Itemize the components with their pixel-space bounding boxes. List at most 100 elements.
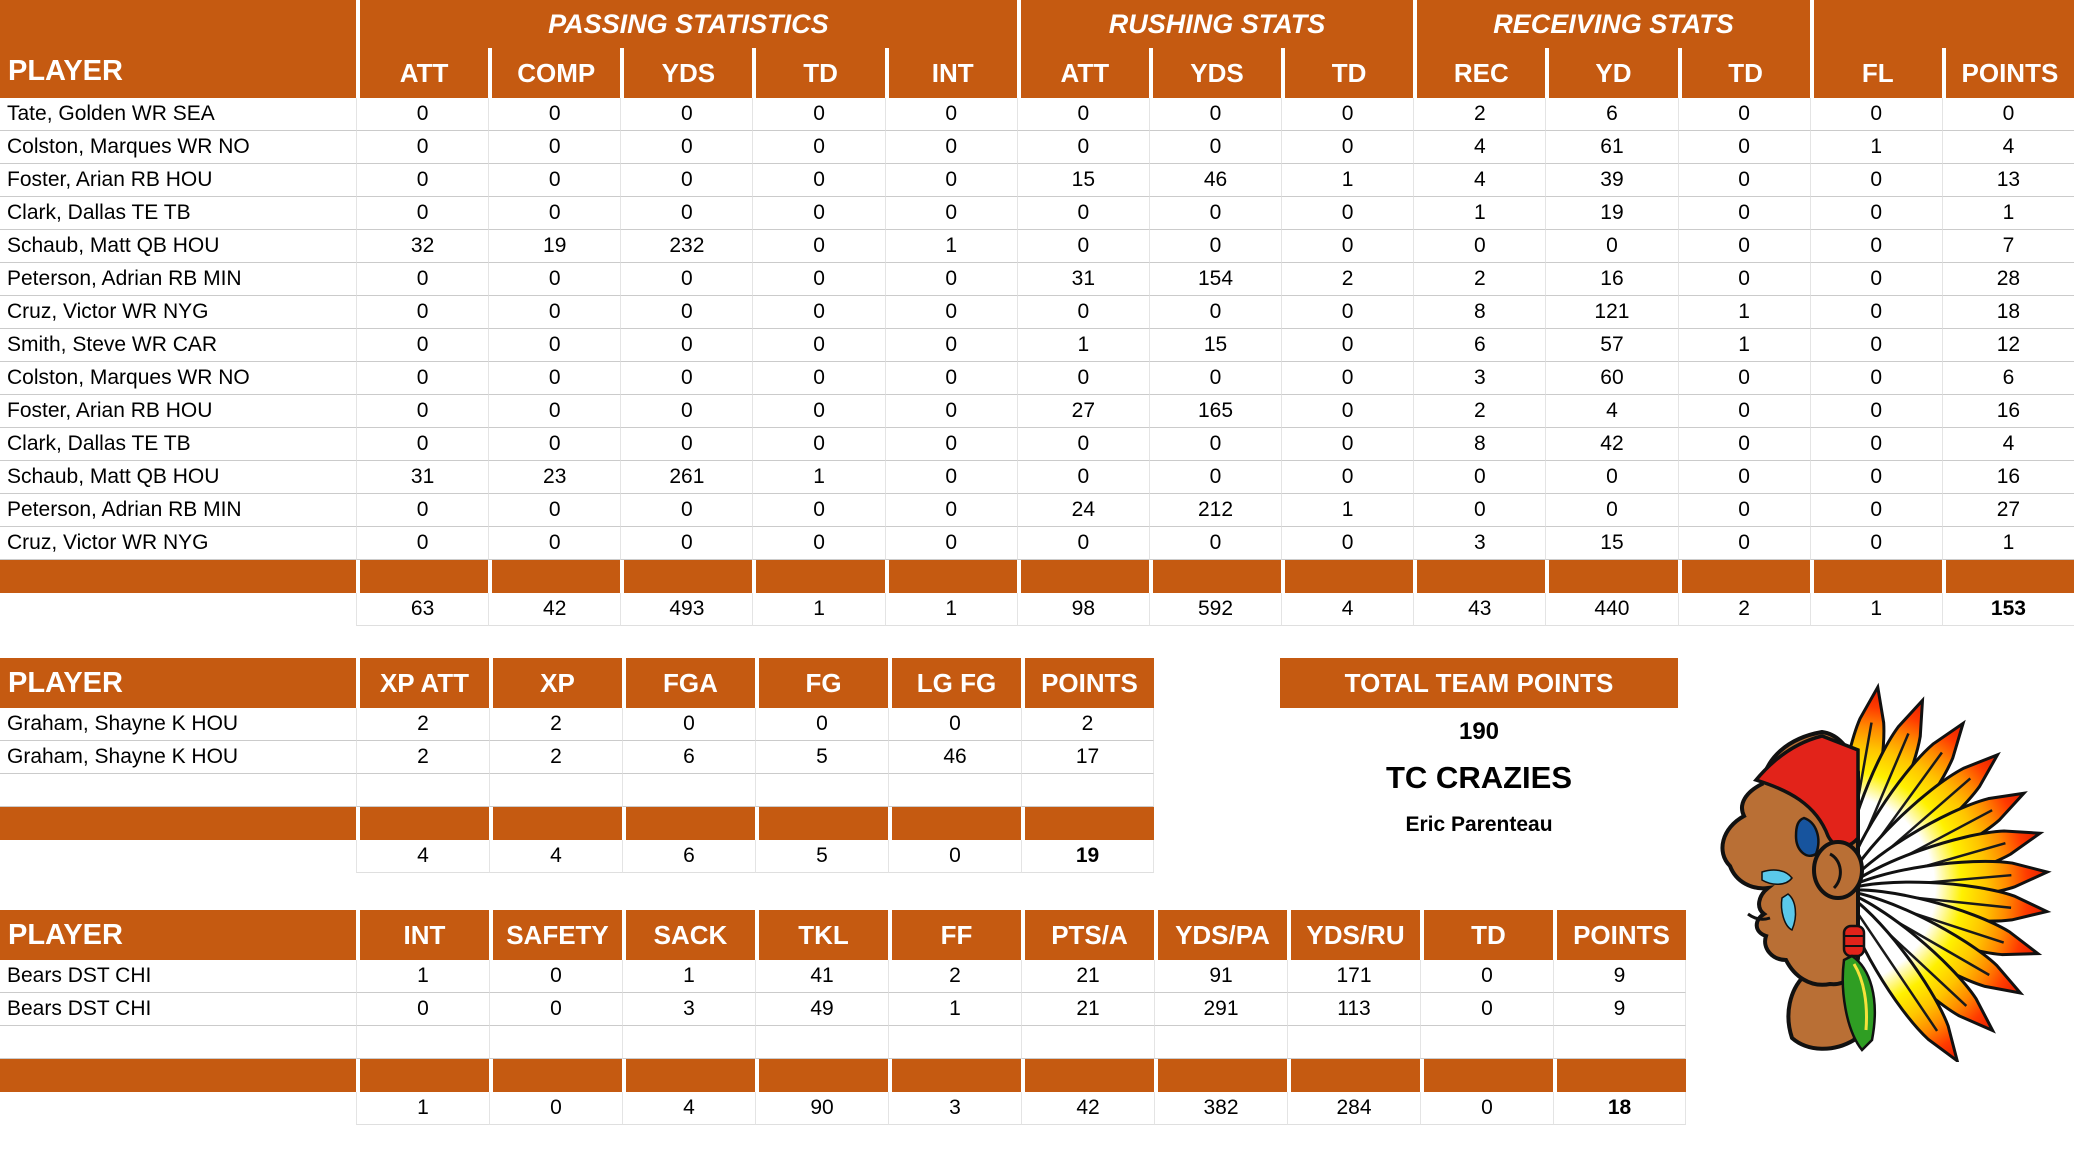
- player-name-cell[interactable]: Smith, Steve WR CAR: [0, 329, 356, 362]
- stat-cell[interactable]: 15: [1545, 527, 1678, 560]
- stat-cell[interactable]: 57: [1545, 329, 1678, 362]
- stat-cell[interactable]: 0: [488, 164, 621, 197]
- stat-cell[interactable]: 0: [1809, 263, 1942, 296]
- stat-cell[interactable]: 12: [1941, 329, 2074, 362]
- stat-cell[interactable]: 49: [755, 993, 888, 1026]
- stat-cell[interactable]: 0: [488, 98, 621, 131]
- stat-cell[interactable]: 2: [1413, 263, 1546, 296]
- stat-cell[interactable]: 0: [884, 461, 1017, 494]
- stat-cell[interactable]: 171: [1287, 960, 1420, 993]
- stat-cell[interactable]: 0: [1148, 296, 1282, 329]
- stat-cell[interactable]: 0: [620, 131, 753, 164]
- stat-cell[interactable]: 2: [489, 708, 622, 741]
- player-name-cell[interactable]: Schaub, Matt QB HOU: [0, 230, 356, 263]
- stat-cell[interactable]: 16: [1941, 461, 2074, 494]
- player-name-cell[interactable]: Cruz, Victor WR NYG: [0, 296, 356, 329]
- player-name-cell[interactable]: Peterson, Adrian RB MIN: [0, 494, 356, 527]
- stat-cell[interactable]: 2: [356, 708, 489, 741]
- total-cell[interactable]: 592: [1148, 593, 1282, 626]
- stat-cell[interactable]: 5: [755, 741, 888, 774]
- stat-cell[interactable]: 1: [622, 960, 755, 993]
- stat-cell[interactable]: 0: [1281, 428, 1414, 461]
- stat-cell[interactable]: 6: [1413, 329, 1546, 362]
- stat-cell[interactable]: 0: [1809, 197, 1942, 230]
- stat-cell[interactable]: 0: [1809, 395, 1942, 428]
- total-cell[interactable]: 6: [622, 840, 755, 873]
- stat-cell[interactable]: 0: [356, 362, 489, 395]
- stat-cell[interactable]: 6: [1941, 362, 2074, 395]
- total-cell[interactable]: 1: [752, 593, 885, 626]
- stat-cell[interactable]: 2: [1413, 98, 1546, 131]
- stat-cell[interactable]: 46: [888, 741, 1021, 774]
- stat-cell[interactable]: 0: [884, 527, 1017, 560]
- stat-cell[interactable]: 6: [1545, 98, 1678, 131]
- stat-cell[interactable]: 0: [1281, 329, 1414, 362]
- player-name-cell[interactable]: Schaub, Matt QB HOU: [0, 461, 356, 494]
- stat-cell[interactable]: 1: [1941, 197, 2074, 230]
- player-name-cell[interactable]: Graham, Shayne K HOU: [0, 708, 356, 741]
- stat-cell[interactable]: 9: [1553, 993, 1686, 1026]
- stat-cell[interactable]: 0: [1148, 461, 1282, 494]
- stat-cell[interactable]: 0: [488, 428, 621, 461]
- stat-cell[interactable]: 113: [1287, 993, 1420, 1026]
- stat-cell[interactable]: 42: [1545, 428, 1678, 461]
- total-cell[interactable]: 42: [488, 593, 621, 626]
- stat-cell[interactable]: 0: [752, 329, 885, 362]
- stat-cell[interactable]: 0: [620, 395, 753, 428]
- total-cell[interactable]: 2: [1677, 593, 1810, 626]
- stat-cell[interactable]: 0: [1809, 329, 1942, 362]
- stat-cell[interactable]: 1: [888, 993, 1021, 1026]
- stat-cell[interactable]: 3: [1413, 527, 1546, 560]
- stat-cell[interactable]: 0: [620, 98, 753, 131]
- total-cell[interactable]: 43: [1413, 593, 1546, 626]
- total-cell[interactable]: 1: [884, 593, 1017, 626]
- stat-cell[interactable]: 154: [1148, 263, 1282, 296]
- stat-cell[interactable]: 0: [356, 98, 489, 131]
- stat-cell[interactable]: 0: [1677, 131, 1810, 164]
- stat-cell[interactable]: 27: [1941, 494, 2074, 527]
- stat-cell[interactable]: 32: [356, 230, 489, 263]
- stat-cell[interactable]: 2: [888, 960, 1021, 993]
- stat-cell[interactable]: 0: [752, 527, 885, 560]
- stat-cell[interactable]: 18: [1941, 296, 2074, 329]
- stat-cell[interactable]: 0: [1677, 263, 1810, 296]
- stat-cell[interactable]: 0: [356, 527, 489, 560]
- stat-cell[interactable]: 39: [1545, 164, 1678, 197]
- stat-cell[interactable]: 0: [1148, 362, 1282, 395]
- stat-cell[interactable]: 0: [1809, 362, 1942, 395]
- total-cell[interactable]: 3: [888, 1092, 1021, 1125]
- stat-cell[interactable]: 0: [1677, 98, 1810, 131]
- stat-cell[interactable]: 4: [1413, 131, 1546, 164]
- stat-cell[interactable]: 0: [1413, 494, 1546, 527]
- total-cell[interactable]: 42: [1021, 1092, 1154, 1125]
- total-cell[interactable]: 284: [1287, 1092, 1420, 1125]
- stat-cell[interactable]: 0: [1148, 230, 1282, 263]
- stat-cell[interactable]: 21: [1021, 993, 1154, 1026]
- stat-cell[interactable]: 24: [1016, 494, 1149, 527]
- stat-cell[interactable]: 0: [356, 296, 489, 329]
- stat-cell[interactable]: 0: [1809, 98, 1942, 131]
- stat-cell[interactable]: 0: [1016, 461, 1149, 494]
- total-cell[interactable]: 5: [755, 840, 888, 873]
- stat-cell[interactable]: 0: [1281, 296, 1414, 329]
- stat-cell[interactable]: 261: [620, 461, 753, 494]
- stat-cell[interactable]: 0: [620, 362, 753, 395]
- stat-cell[interactable]: 41: [755, 960, 888, 993]
- stat-cell[interactable]: 0: [1016, 98, 1149, 131]
- stat-cell[interactable]: 4: [1413, 164, 1546, 197]
- stat-cell[interactable]: 0: [1941, 98, 2074, 131]
- total-cell[interactable]: 0: [888, 840, 1021, 873]
- stat-cell[interactable]: 0: [1545, 461, 1678, 494]
- stat-cell[interactable]: 0: [488, 494, 621, 527]
- stat-cell[interactable]: 9: [1553, 960, 1686, 993]
- stat-cell[interactable]: 0: [356, 428, 489, 461]
- stat-cell[interactable]: 60: [1545, 362, 1678, 395]
- stat-cell[interactable]: 23: [488, 461, 621, 494]
- player-name-cell[interactable]: Tate, Golden WR SEA: [0, 98, 356, 131]
- stat-cell[interactable]: 0: [1413, 230, 1546, 263]
- stat-cell[interactable]: 0: [884, 395, 1017, 428]
- stat-cell[interactable]: 0: [1677, 527, 1810, 560]
- stat-cell[interactable]: 0: [1677, 362, 1810, 395]
- stat-cell[interactable]: 46: [1148, 164, 1282, 197]
- stat-cell[interactable]: 0: [752, 395, 885, 428]
